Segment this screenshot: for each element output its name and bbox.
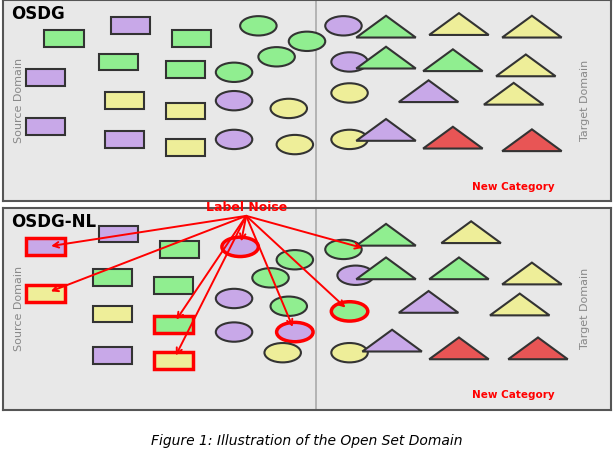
Bar xyxy=(26,285,65,302)
Polygon shape xyxy=(429,13,489,35)
Bar xyxy=(93,270,132,286)
Polygon shape xyxy=(356,257,416,279)
Bar xyxy=(166,103,205,119)
Ellipse shape xyxy=(332,83,368,103)
Bar xyxy=(93,306,132,322)
Polygon shape xyxy=(502,16,562,37)
Bar xyxy=(154,316,193,333)
Ellipse shape xyxy=(332,302,368,321)
Polygon shape xyxy=(490,293,550,315)
Bar xyxy=(93,347,132,364)
Ellipse shape xyxy=(216,289,252,308)
Text: Label Noise: Label Noise xyxy=(206,201,287,214)
Polygon shape xyxy=(496,54,556,76)
Bar xyxy=(44,30,84,47)
Ellipse shape xyxy=(216,63,252,82)
Polygon shape xyxy=(429,257,489,279)
Bar xyxy=(166,61,205,78)
Text: OSDG: OSDG xyxy=(11,5,64,23)
Ellipse shape xyxy=(276,322,313,342)
Ellipse shape xyxy=(222,237,258,256)
Ellipse shape xyxy=(289,32,325,51)
Ellipse shape xyxy=(332,343,368,362)
Bar xyxy=(26,238,65,255)
Polygon shape xyxy=(502,263,562,284)
Polygon shape xyxy=(429,338,489,359)
Ellipse shape xyxy=(271,99,307,118)
Polygon shape xyxy=(399,291,458,313)
Polygon shape xyxy=(356,16,416,37)
Ellipse shape xyxy=(216,91,252,110)
Bar xyxy=(154,352,193,369)
Polygon shape xyxy=(356,119,416,141)
Polygon shape xyxy=(356,224,416,246)
Ellipse shape xyxy=(325,16,362,36)
Bar xyxy=(154,277,193,294)
Ellipse shape xyxy=(325,240,362,259)
Ellipse shape xyxy=(332,52,368,72)
Text: Target Domain: Target Domain xyxy=(580,268,589,350)
Bar xyxy=(105,131,144,148)
Text: New Category: New Category xyxy=(472,391,555,401)
Ellipse shape xyxy=(258,47,295,67)
Polygon shape xyxy=(399,80,458,102)
Text: New Category: New Category xyxy=(472,182,555,192)
Text: Target Domain: Target Domain xyxy=(580,60,589,141)
Bar xyxy=(105,92,144,109)
Text: OSDG-NL: OSDG-NL xyxy=(11,213,96,231)
Ellipse shape xyxy=(240,16,276,36)
Polygon shape xyxy=(423,127,483,148)
Polygon shape xyxy=(423,50,483,71)
Polygon shape xyxy=(484,83,543,105)
Polygon shape xyxy=(441,221,501,243)
Text: Source Domain: Source Domain xyxy=(14,266,24,351)
Ellipse shape xyxy=(252,268,289,288)
Ellipse shape xyxy=(276,135,313,154)
Ellipse shape xyxy=(265,343,301,362)
Bar xyxy=(172,30,211,47)
Text: Figure 1: Illustration of the Open Set Domain: Figure 1: Illustration of the Open Set D… xyxy=(151,434,463,448)
Bar xyxy=(99,225,138,243)
Polygon shape xyxy=(356,47,416,68)
Polygon shape xyxy=(502,129,562,151)
Ellipse shape xyxy=(337,266,374,285)
Bar xyxy=(111,18,150,34)
Bar xyxy=(26,118,65,135)
Ellipse shape xyxy=(216,130,252,149)
Ellipse shape xyxy=(332,130,368,149)
Ellipse shape xyxy=(276,250,313,270)
Text: Source Domain: Source Domain xyxy=(14,58,24,143)
Bar xyxy=(26,69,65,86)
Ellipse shape xyxy=(216,322,252,342)
Bar xyxy=(160,241,199,258)
Polygon shape xyxy=(362,330,422,351)
Bar xyxy=(166,139,205,156)
Bar xyxy=(99,54,138,70)
Ellipse shape xyxy=(271,297,307,316)
Polygon shape xyxy=(508,338,568,359)
